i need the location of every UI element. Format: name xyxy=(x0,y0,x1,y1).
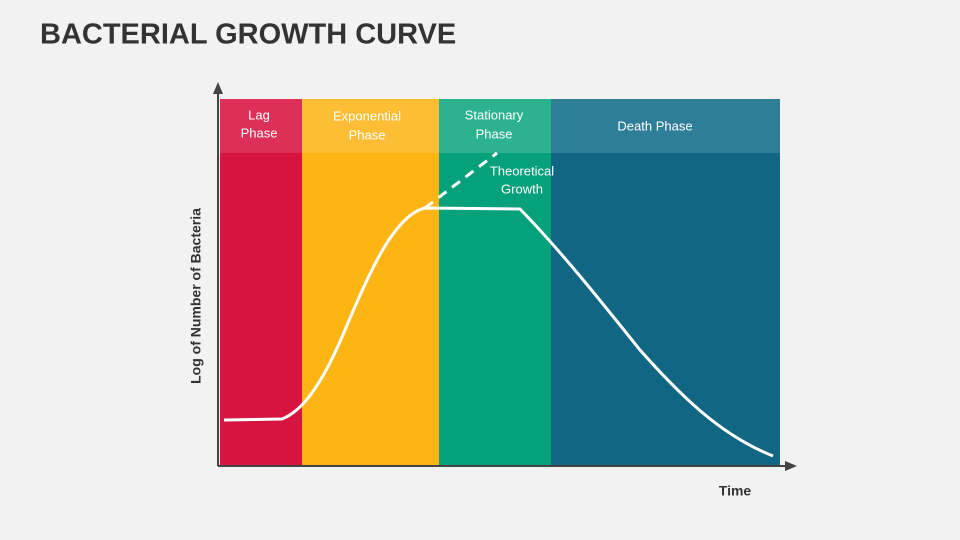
phase-header xyxy=(439,99,551,153)
y-arrow xyxy=(213,82,223,94)
theoretical-curve xyxy=(424,151,498,210)
phase-band xyxy=(302,153,439,466)
phase-header xyxy=(220,99,302,153)
phase-label: Exponential xyxy=(333,108,401,123)
phase-label: Stationary xyxy=(465,107,524,122)
phase-header xyxy=(302,99,439,153)
phase-band xyxy=(551,153,780,466)
title: BACTERIAL GROWTH CURVE xyxy=(40,19,456,51)
annotation: Growth xyxy=(501,181,543,196)
phase-band xyxy=(220,153,302,466)
phase-label: Lag xyxy=(248,107,270,122)
phase-band xyxy=(439,153,551,466)
y-axis-label: Log of Number of Bacteria xyxy=(188,208,204,384)
phase-label: Phase xyxy=(241,125,278,140)
annotation: Theoretical xyxy=(490,163,554,178)
growth-curve xyxy=(223,206,774,458)
x-arrow xyxy=(785,461,797,471)
x-axis-label: Time xyxy=(719,483,752,499)
phase-header xyxy=(551,99,780,153)
phase-label: Death Phase xyxy=(617,118,692,133)
phase-label: Phase xyxy=(349,127,386,142)
phase-label: Phase xyxy=(476,126,513,141)
